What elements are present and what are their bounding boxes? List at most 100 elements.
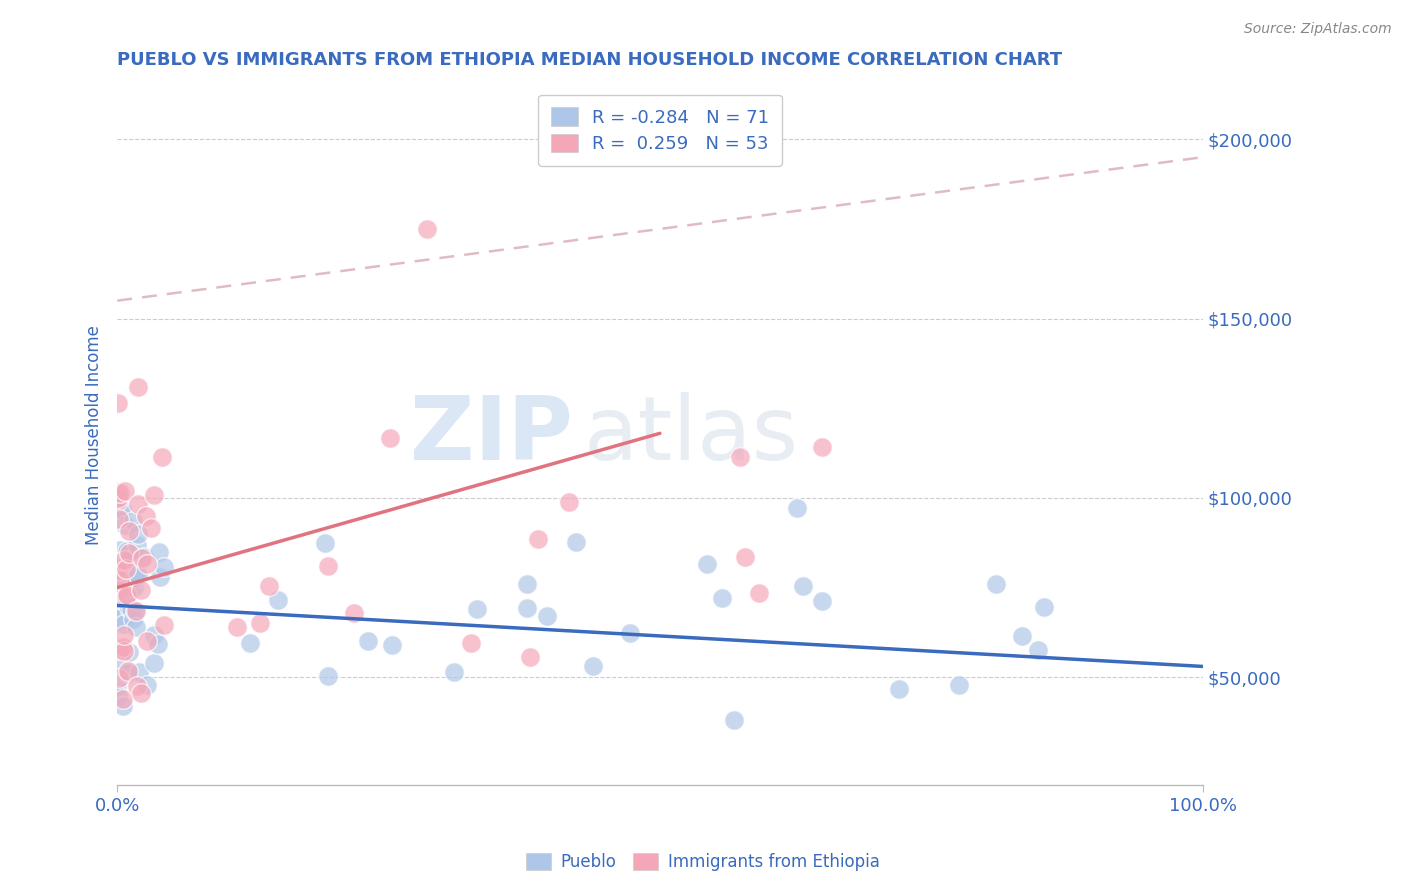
Point xyxy=(111,691,134,706)
Point xyxy=(118,645,141,659)
Point xyxy=(519,649,541,664)
Point xyxy=(107,577,129,591)
Point xyxy=(527,532,550,546)
Point xyxy=(343,606,366,620)
Point xyxy=(105,679,128,693)
Point xyxy=(316,559,339,574)
Point xyxy=(112,644,135,658)
Point xyxy=(153,618,176,632)
Point xyxy=(118,576,141,591)
Point xyxy=(114,578,136,592)
Point xyxy=(107,643,129,657)
Point xyxy=(117,664,139,678)
Point xyxy=(115,561,138,575)
Legend: Pueblo, Immigrants from Ethiopia: Pueblo, Immigrants from Ethiopia xyxy=(517,845,889,880)
Point xyxy=(108,582,131,597)
Point xyxy=(118,601,141,615)
Point xyxy=(111,699,134,714)
Point xyxy=(135,508,157,523)
Point xyxy=(619,626,641,640)
Point xyxy=(986,577,1008,591)
Point xyxy=(108,573,131,587)
Point xyxy=(122,514,145,528)
Point xyxy=(107,512,129,526)
Point xyxy=(239,636,262,650)
Point xyxy=(125,620,148,634)
Point xyxy=(734,550,756,565)
Point xyxy=(316,669,339,683)
Text: atlas: atlas xyxy=(583,392,799,479)
Point xyxy=(356,634,378,648)
Point xyxy=(111,502,134,516)
Point xyxy=(948,678,970,692)
Point xyxy=(467,602,489,616)
Point xyxy=(516,576,538,591)
Point xyxy=(122,581,145,595)
Point xyxy=(381,638,404,652)
Point xyxy=(114,484,136,499)
Point xyxy=(128,665,150,680)
Point xyxy=(887,681,910,696)
Point xyxy=(117,553,139,567)
Point xyxy=(108,485,131,500)
Point xyxy=(124,568,146,582)
Point xyxy=(107,612,129,626)
Point xyxy=(107,494,129,508)
Point xyxy=(153,560,176,574)
Point xyxy=(135,634,157,648)
Text: PUEBLO VS IMMIGRANTS FROM ETHIOPIA MEDIAN HOUSEHOLD INCOME CORRELATION CHART: PUEBLO VS IMMIGRANTS FROM ETHIOPIA MEDIA… xyxy=(117,51,1063,69)
Point xyxy=(127,497,149,511)
Point xyxy=(115,544,138,558)
Point xyxy=(117,588,139,602)
Point xyxy=(536,609,558,624)
Point xyxy=(114,518,136,533)
Point xyxy=(122,612,145,626)
Text: ZIP: ZIP xyxy=(411,392,574,479)
Point xyxy=(129,686,152,700)
Point xyxy=(711,591,734,605)
Point xyxy=(558,495,581,509)
Point xyxy=(107,689,129,703)
Point xyxy=(107,395,129,409)
Point xyxy=(108,543,131,558)
Point xyxy=(249,616,271,631)
Point xyxy=(118,546,141,560)
Point xyxy=(136,558,159,572)
Point xyxy=(111,656,134,670)
Point xyxy=(148,545,170,559)
Point xyxy=(114,554,136,568)
Point xyxy=(143,628,166,642)
Point xyxy=(150,450,173,464)
Point xyxy=(378,431,401,445)
Point xyxy=(516,600,538,615)
Point xyxy=(696,557,718,571)
Point xyxy=(111,640,134,655)
Point xyxy=(1033,599,1056,614)
Point xyxy=(117,666,139,681)
Point xyxy=(149,570,172,584)
Point xyxy=(108,671,131,685)
Point xyxy=(131,551,153,566)
Point xyxy=(107,491,129,505)
Legend: R = -0.284   N = 71, R =  0.259   N = 53: R = -0.284 N = 71, R = 0.259 N = 53 xyxy=(538,95,782,166)
Point xyxy=(460,636,482,650)
Point xyxy=(125,604,148,618)
Point xyxy=(792,579,814,593)
Point xyxy=(125,680,148,694)
Point xyxy=(110,502,132,516)
Point xyxy=(143,656,166,670)
Point xyxy=(127,538,149,552)
Point xyxy=(110,573,132,587)
Point xyxy=(125,571,148,585)
Point xyxy=(107,561,129,575)
Point xyxy=(124,604,146,618)
Point xyxy=(127,568,149,582)
Point xyxy=(112,553,135,567)
Point xyxy=(139,521,162,535)
Point xyxy=(107,591,129,606)
Point xyxy=(129,583,152,598)
Point xyxy=(107,564,129,578)
Point xyxy=(115,591,138,605)
Point xyxy=(136,677,159,691)
Point xyxy=(107,485,129,500)
